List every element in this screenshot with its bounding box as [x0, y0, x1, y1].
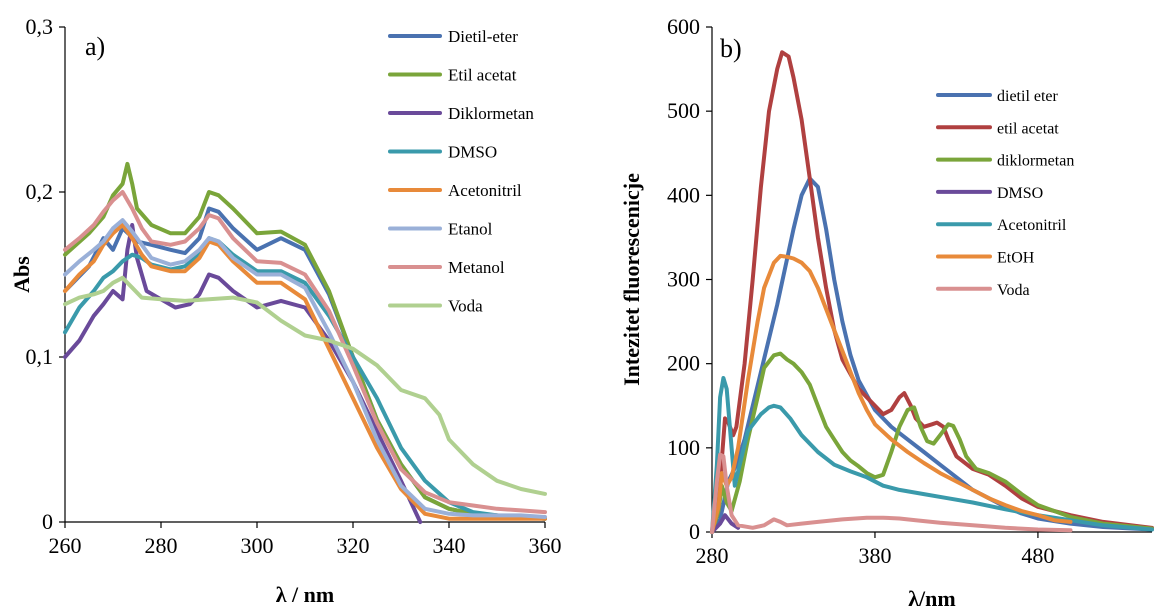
- legend-label: DMSO: [997, 185, 1043, 202]
- series-line-voda: [63, 275, 547, 496]
- legend-label: etil acetat: [997, 120, 1059, 137]
- y-tick-label: 0,1: [26, 344, 54, 369]
- y-tick-label: 200: [667, 351, 700, 376]
- legend-label: DMSO: [448, 143, 497, 162]
- series-line-acetonitril: [63, 223, 547, 521]
- legend-label: Dietil-eter: [448, 27, 518, 46]
- x-axis-label: λ / nm: [276, 582, 334, 607]
- legend-label: Etanol: [448, 220, 493, 239]
- y-tick-label: 600: [667, 14, 700, 39]
- legend: dietil eter etil acetat diklormetan DMSO Ace…: [936, 88, 1074, 299]
- series-line-dmso: [63, 236, 547, 521]
- x-tick-label: 340: [433, 533, 466, 558]
- x-tick-label: 280: [145, 533, 178, 558]
- series-line-metanol: [63, 190, 547, 515]
- series-line-etanol: [63, 218, 547, 519]
- legend-label: Etil acetat: [448, 66, 517, 85]
- y-tick-label: 100: [667, 435, 700, 460]
- legend-label: Acetonitril: [997, 217, 1067, 234]
- legend: Dietil-eter Etil acetat Diklormetan DMSO Ace…: [388, 27, 534, 316]
- x-tick-label: 380: [858, 543, 891, 568]
- y-tick-label: 0: [689, 519, 700, 544]
- chart-panel-a: 0 0,1 0,2 0,3 260 280 300 320 340 360 λ / nm Abs a) D…: [9, 14, 562, 607]
- legend-label: Voda: [448, 297, 483, 316]
- series-line-dmso: [710, 513, 741, 534]
- chart-panel-b: 0 100 200 300 400 500 600 280 380 480 λ/nm Intezite…: [619, 14, 1154, 608]
- series-line-etil-acetat: [63, 161, 547, 521]
- y-tick-label: 0: [42, 509, 53, 534]
- panel-label: a): [85, 32, 105, 61]
- x-tick-label: 480: [1021, 543, 1054, 568]
- y-tick-label: 400: [667, 182, 700, 207]
- x-tick-label: 360: [529, 533, 562, 558]
- x-tick-label: 300: [241, 533, 274, 558]
- x-tick-label: 280: [696, 543, 729, 568]
- legend-label: EtOH: [997, 250, 1035, 267]
- panel-label: b): [720, 34, 742, 63]
- legend-label: Acetonitril: [448, 181, 522, 200]
- y-tick-label: 0,2: [26, 179, 54, 204]
- y-axis-label: Abs: [9, 256, 34, 293]
- x-axis-label: λ/nm: [908, 586, 955, 608]
- series-line-voda: [710, 452, 1073, 534]
- series-line-diklormetan: [710, 351, 1154, 534]
- y-axis-label: Intezitet fluorescenicje: [619, 173, 644, 386]
- y-tick-label: 500: [667, 98, 700, 123]
- y-tick-label: 0,3: [26, 14, 54, 39]
- x-tick-label: 320: [337, 533, 370, 558]
- legend-label: Voda: [997, 282, 1030, 299]
- legend-label: diklormetan: [997, 153, 1074, 170]
- legend-label: Diklormetan: [448, 104, 534, 123]
- series-line-etoh: [710, 253, 1073, 534]
- x-tick-label: 260: [49, 533, 82, 558]
- legend-label: Metanol: [448, 258, 505, 277]
- series-line-acetonitril: [710, 376, 1154, 534]
- legend-label: dietil eter: [997, 88, 1059, 105]
- y-tick-label: 300: [667, 267, 700, 292]
